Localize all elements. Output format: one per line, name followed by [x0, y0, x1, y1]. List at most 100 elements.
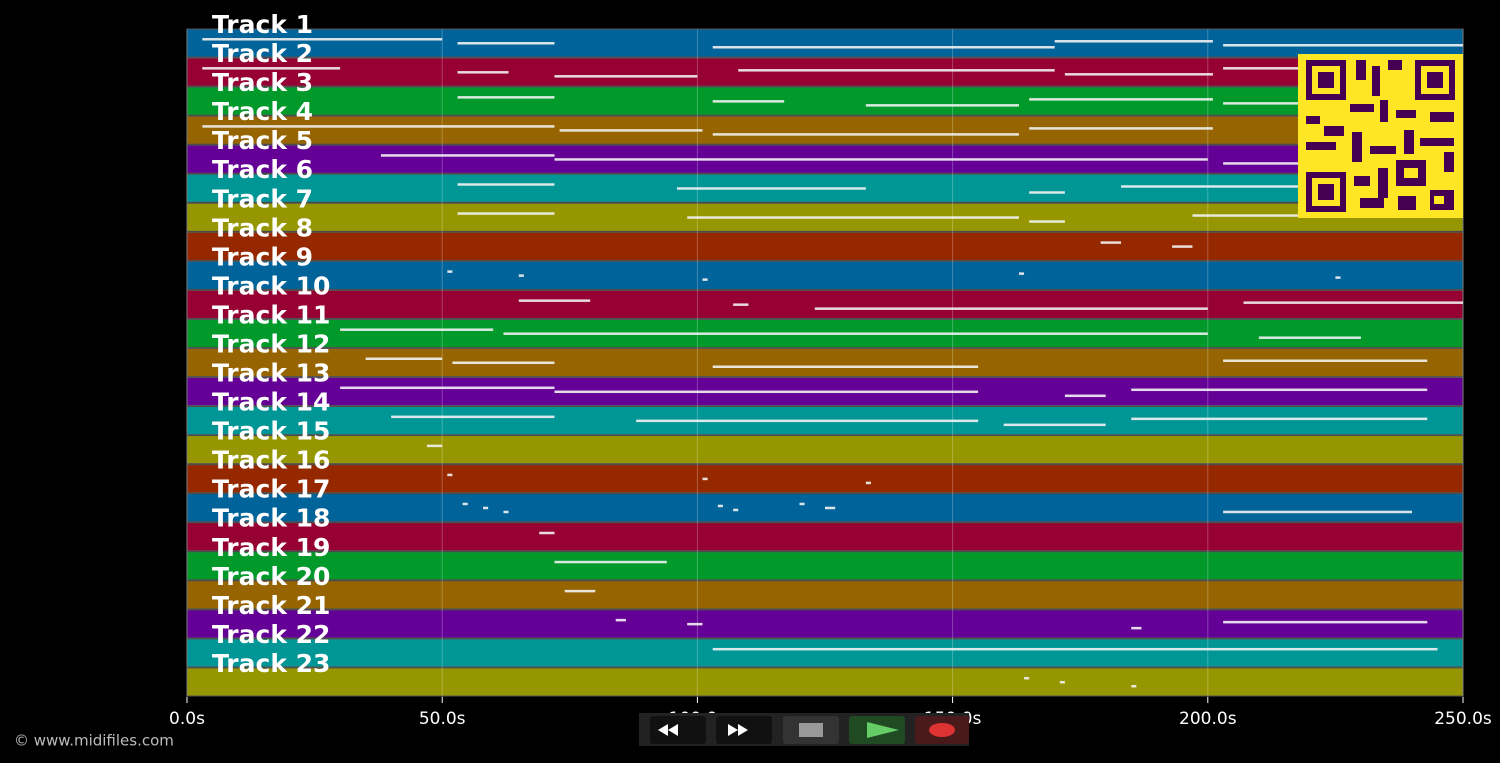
track-label: Track 22 [212, 620, 330, 649]
note [733, 303, 749, 306]
note [340, 328, 494, 331]
track-label: Track 1 [212, 10, 313, 39]
note [1223, 162, 1300, 165]
note [202, 38, 443, 41]
note [503, 332, 1208, 335]
track-label: Track 17 [212, 475, 330, 504]
note [1100, 241, 1122, 244]
note [554, 390, 979, 394]
track-label: Track 6 [212, 155, 313, 184]
note [1029, 127, 1213, 130]
note [457, 212, 555, 215]
track-label: Track 8 [212, 213, 313, 242]
track-label: Track 3 [212, 68, 313, 97]
track-lane [186, 57, 1464, 87]
note [1024, 676, 1030, 680]
note [539, 531, 555, 535]
note [447, 270, 453, 273]
track-lane [186, 522, 1464, 552]
track-lane [186, 260, 1464, 290]
footer: © www.midifiles.com [14, 732, 174, 750]
play-button[interactable] [849, 716, 905, 744]
note [1029, 191, 1065, 194]
track-label: Track 10 [212, 271, 330, 300]
notes [202, 38, 1463, 688]
note [1335, 276, 1341, 279]
note [554, 560, 667, 564]
track-label: Track 20 [212, 562, 330, 591]
lanes [186, 28, 1464, 697]
note [457, 42, 555, 45]
note [462, 502, 468, 506]
note [687, 216, 1019, 219]
note [712, 133, 1019, 136]
note [712, 647, 1438, 651]
note [712, 100, 785, 103]
toolbar [639, 713, 969, 746]
track-label: Track 11 [212, 300, 330, 329]
x-tick-label: 250.0s [1434, 709, 1492, 729]
note [380, 154, 555, 157]
note [1029, 98, 1213, 101]
note [1131, 684, 1137, 688]
track-label: Track 5 [212, 126, 313, 155]
note [1131, 626, 1142, 630]
record-button[interactable] [915, 716, 969, 744]
note [1243, 301, 1463, 304]
note [717, 504, 723, 508]
track-label: Track 12 [212, 329, 330, 358]
note [1121, 185, 1300, 188]
x-tick-label: 0.0s [169, 709, 205, 729]
note [1018, 272, 1025, 275]
track-label: Track 2 [212, 39, 313, 68]
note [559, 129, 703, 132]
note [1223, 67, 1300, 70]
qr-code [1298, 54, 1463, 218]
track-lane [186, 28, 1464, 58]
track-lane [186, 551, 1464, 581]
track-lane [186, 115, 1464, 145]
note [554, 75, 698, 78]
grid [186, 29, 1464, 697]
note [518, 274, 524, 277]
note [426, 444, 443, 448]
note [518, 299, 591, 302]
track-lane [186, 667, 1464, 697]
track-label: Track 19 [212, 533, 330, 562]
track-label: Track 7 [212, 184, 313, 213]
note [1223, 359, 1428, 362]
note [1258, 336, 1361, 339]
forward-button[interactable] [716, 716, 772, 744]
note [733, 508, 739, 512]
note [865, 481, 871, 485]
note [636, 419, 979, 423]
note [1223, 620, 1428, 624]
note [447, 473, 453, 477]
note [712, 46, 1055, 49]
track-lane [186, 347, 1464, 378]
note [340, 386, 555, 390]
note [1223, 102, 1300, 105]
track-label: Track 16 [212, 446, 330, 475]
note [1192, 214, 1300, 217]
note [365, 357, 443, 360]
note [1172, 245, 1193, 248]
note [452, 361, 555, 364]
track-label: Track 23 [212, 649, 330, 678]
note [687, 622, 703, 626]
rewind-button[interactable] [650, 716, 706, 744]
stop-button[interactable] [783, 716, 839, 744]
note [615, 618, 626, 622]
note [702, 278, 708, 281]
note [814, 307, 1208, 310]
track-label: Track 9 [212, 242, 313, 271]
track-lane [186, 464, 1464, 494]
track-lane [186, 435, 1464, 465]
note [1059, 680, 1065, 684]
track-lane [186, 86, 1464, 116]
track-label: Track 21 [212, 591, 330, 620]
note [202, 67, 341, 70]
note [457, 183, 555, 186]
track-lane [186, 289, 1464, 319]
